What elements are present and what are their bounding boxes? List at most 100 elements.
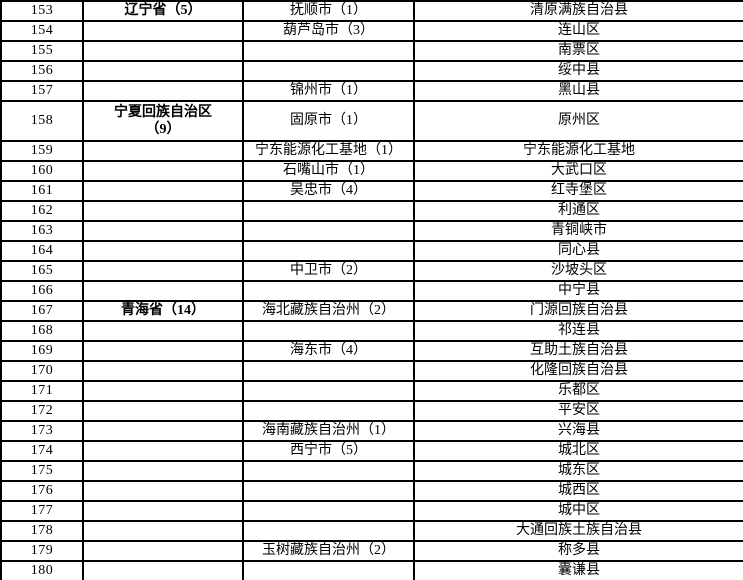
row-number-cell: 176: [0, 480, 84, 502]
county-cell: 红寺堡区: [413, 180, 743, 202]
province-cell: [82, 420, 244, 442]
table-row: 162 利通区: [0, 200, 743, 222]
city-cell: 中卫市（2）: [242, 260, 415, 282]
province-cell: [82, 560, 244, 580]
city-cell: 玉树藏族自治州（2）: [242, 540, 415, 562]
row-number-cell: 174: [0, 440, 84, 462]
province-cell: [82, 200, 244, 222]
county-cell: 沙坡头区: [413, 260, 743, 282]
province-cell: [82, 20, 244, 42]
city-cell: [242, 200, 415, 222]
county-cell: 大通回族土族自治县: [413, 520, 743, 542]
table-row: 174 西宁市（5） 城北区: [0, 440, 743, 462]
city-cell: [242, 280, 415, 302]
county-cell: 黑山县: [413, 80, 743, 102]
table-row: 179 玉树藏族自治州（2） 称多县: [0, 540, 743, 562]
province-cell: [82, 480, 244, 502]
county-cell: 平安区: [413, 400, 743, 422]
row-number-cell: 162: [0, 200, 84, 222]
province-cell: [82, 460, 244, 482]
province-cell: [82, 400, 244, 422]
row-number-cell: 161: [0, 180, 84, 202]
table-row: 167 青海省（14） 海北藏族自治州（2） 门源回族自治县: [0, 300, 743, 322]
table-row: 165 中卫市（2） 沙坡头区: [0, 260, 743, 282]
county-cell: 绥中县: [413, 60, 743, 82]
table-row: 171 乐都区: [0, 380, 743, 402]
county-cell: 城东区: [413, 460, 743, 482]
province-cell: [82, 500, 244, 522]
table-row: 156 绥中县: [0, 60, 743, 82]
county-cell: 囊谦县: [413, 560, 743, 580]
row-number-cell: 156: [0, 60, 84, 82]
city-cell: 海东市（4）: [242, 340, 415, 362]
county-cell: 清原满族自治县: [413, 0, 743, 22]
city-cell: 西宁市（5）: [242, 440, 415, 462]
city-cell: [242, 480, 415, 502]
province-cell: [82, 160, 244, 182]
table-row: 177 城中区: [0, 500, 743, 522]
row-number-cell: 177: [0, 500, 84, 522]
city-cell: 石嘴山市（1）: [242, 160, 415, 182]
table-row: 175 城东区: [0, 460, 743, 482]
table-row: 154 葫芦岛市（3） 连山区: [0, 20, 743, 42]
province-cell: [82, 240, 244, 262]
city-cell: 锦州市（1）: [242, 80, 415, 102]
row-number-cell: 175: [0, 460, 84, 482]
row-number-cell: 153: [0, 0, 84, 22]
county-cell: 称多县: [413, 540, 743, 562]
province-cell: [82, 140, 244, 162]
province-cell: 宁夏回族自治区 （9）: [82, 100, 244, 142]
row-number-cell: 159: [0, 140, 84, 162]
province-cell: [82, 360, 244, 382]
city-cell: [242, 380, 415, 402]
county-cell: 大武口区: [413, 160, 743, 182]
county-cell: 南票区: [413, 40, 743, 62]
county-cell: 原州区: [413, 100, 743, 142]
table-row: 157 锦州市（1） 黑山县: [0, 80, 743, 102]
row-number-cell: 170: [0, 360, 84, 382]
county-cell: 青铜峡市: [413, 220, 743, 242]
table-row: 160 石嘴山市（1） 大武口区: [0, 160, 743, 182]
city-cell: 抚顺市（1）: [242, 0, 415, 22]
table-row: 158 宁夏回族自治区 （9） 固原市（1） 原州区: [0, 100, 743, 142]
province-cell: [82, 540, 244, 562]
table-row: 169 海东市（4） 互助土族自治县: [0, 340, 743, 362]
province-cell: [82, 60, 244, 82]
row-number-cell: 178: [0, 520, 84, 542]
row-number-cell: 158: [0, 100, 84, 142]
province-cell: [82, 260, 244, 282]
province-cell: 青海省（14）: [82, 300, 244, 322]
table-row: 166 中宁县: [0, 280, 743, 302]
province-cell: 辽宁省（5）: [82, 0, 244, 22]
table-row: 168 祁连县: [0, 320, 743, 342]
county-cell: 宁东能源化工基地: [413, 140, 743, 162]
city-cell: 海南藏族自治州（1）: [242, 420, 415, 442]
table-row: 161 吴忠市（4） 红寺堡区: [0, 180, 743, 202]
city-cell: [242, 240, 415, 262]
table-row: 155 南票区: [0, 40, 743, 62]
province-cell: [82, 180, 244, 202]
row-number-cell: 154: [0, 20, 84, 42]
county-cell: 门源回族自治县: [413, 300, 743, 322]
row-number-cell: 160: [0, 160, 84, 182]
province-cell: [82, 340, 244, 362]
table-row: 170 化隆回族自治县: [0, 360, 743, 382]
city-cell: [242, 220, 415, 242]
row-number-cell: 155: [0, 40, 84, 62]
row-number-cell: 163: [0, 220, 84, 242]
city-cell: [242, 40, 415, 62]
city-cell: [242, 360, 415, 382]
city-cell: [242, 500, 415, 522]
row-number-cell: 168: [0, 320, 84, 342]
city-cell: 宁东能源化工基地（1）: [242, 140, 415, 162]
city-cell: [242, 400, 415, 422]
row-number-cell: 169: [0, 340, 84, 362]
table-row: 172 平安区: [0, 400, 743, 422]
county-cell: 同心县: [413, 240, 743, 262]
province-cell: [82, 440, 244, 462]
row-number-cell: 157: [0, 80, 84, 102]
city-cell: [242, 60, 415, 82]
province-cell: [82, 80, 244, 102]
